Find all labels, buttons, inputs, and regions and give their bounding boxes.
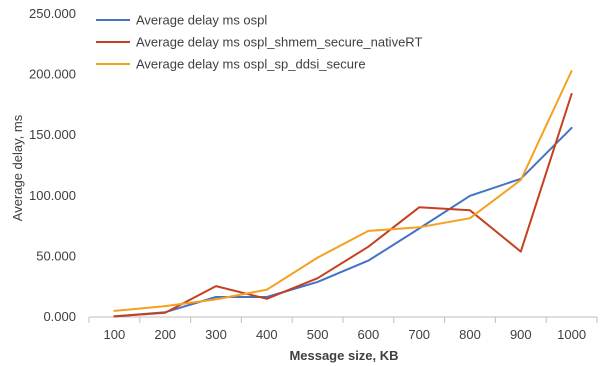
legend: Average delay ms ospl Average delay ms os… — [96, 13, 422, 72]
x-tick-label: 900 — [510, 327, 532, 342]
series-line-3 — [113, 70, 573, 312]
y-tick-label: 0.000 — [43, 309, 76, 324]
x-tick-label: 1000 — [557, 327, 586, 342]
series-line-2 — [113, 93, 573, 318]
x-tick-label: 200 — [154, 327, 176, 342]
x-tick-label: 700 — [408, 327, 430, 342]
y-tick-label: 250.000 — [29, 6, 76, 21]
y-tick-label: 100.000 — [29, 188, 76, 203]
x-tick-label: 100 — [104, 327, 126, 342]
y-tick-label: 150.000 — [29, 127, 76, 142]
legend-label: Average delay ms ospl — [136, 13, 267, 28]
x-tick-label: 400 — [256, 327, 278, 342]
x-tick-label: 600 — [358, 327, 380, 342]
series-lines — [113, 70, 573, 318]
x-tick-label: 300 — [205, 327, 227, 342]
x-axis — [88, 316, 598, 323]
legend-label: Average delay ms ospl_sp_ddsi_secure — [136, 57, 366, 72]
y-tick-label: 50.000 — [36, 248, 76, 263]
y-axis-title: Average delay, ms — [10, 114, 25, 221]
y-tick-label: 200.000 — [29, 67, 76, 82]
series-line-1 — [113, 126, 573, 318]
x-axis-ticks: 100 200 300 400 500 600 700 800 900 1000 — [104, 327, 587, 342]
x-axis-title: Message size, KB — [289, 348, 398, 363]
x-tick-label: 800 — [459, 327, 481, 342]
legend-label: Average delay ms ospl_shmem_secure_nativ… — [136, 35, 422, 50]
legend-item: Average delay ms ospl_sp_ddsi_secure — [96, 57, 366, 72]
x-tick-label: 500 — [307, 327, 329, 342]
legend-item: Average delay ms ospl — [96, 13, 267, 28]
y-axis-ticks: 0.000 50.000 100.000 150.000 200.000 250.000 — [29, 6, 76, 324]
legend-item: Average delay ms ospl_shmem_secure_nativ… — [96, 35, 422, 50]
